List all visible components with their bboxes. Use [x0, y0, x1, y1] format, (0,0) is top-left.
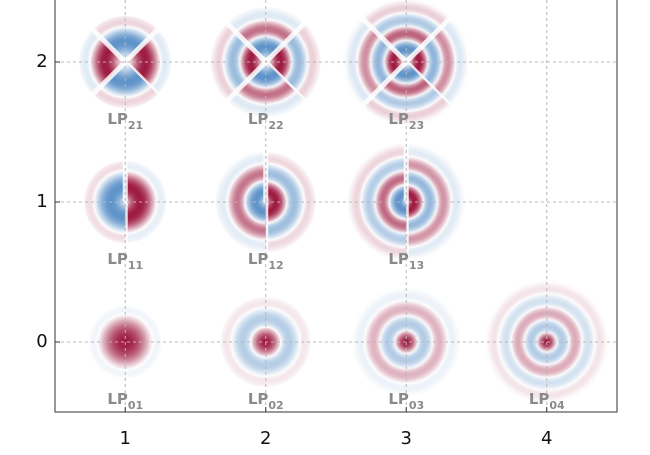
- x-tick-label: 4: [541, 428, 552, 449]
- mode-label: LP03: [388, 390, 424, 412]
- mode-lobe: [265, 23, 321, 101]
- mode-pattern: [210, 7, 321, 117]
- mode-label-sub: 01: [128, 399, 143, 412]
- mode-label: LP02: [248, 390, 284, 412]
- axis-frame: [54, 0, 618, 413]
- nodal-line: [90, 60, 128, 97]
- mode-label: LP12: [248, 250, 284, 272]
- nodal-line: [263, 21, 307, 64]
- mode-label-main: LP: [529, 390, 550, 408]
- x-tick-label: 3: [401, 428, 412, 449]
- mode-lobe: [79, 29, 126, 95]
- nodal-line: [404, 14, 454, 64]
- mode-label-main: LP: [388, 390, 409, 408]
- mode-lobe: [125, 29, 172, 95]
- x-tick-label: 2: [260, 428, 271, 449]
- nodal-line: [225, 21, 268, 64]
- y-tick-label: 1: [36, 191, 47, 212]
- mode-lobe: [210, 23, 266, 101]
- mode-label-main: LP: [107, 250, 128, 268]
- mode-label-sub: 04: [549, 399, 565, 412]
- mode-label-sub: 11: [128, 259, 143, 272]
- mode-label-sub: 03: [409, 399, 424, 412]
- mode-lobe: [226, 62, 305, 117]
- mode-label-main: LP: [248, 250, 269, 268]
- mode-label: LP01: [107, 390, 143, 412]
- mode-label-main: LP: [388, 110, 409, 128]
- y-tick-label: 0: [36, 331, 47, 352]
- mode-label-main: LP: [107, 390, 128, 408]
- mode-lobe: [406, 16, 471, 108]
- mode-label: LP13: [388, 250, 424, 272]
- mode-label-main: LP: [107, 110, 128, 128]
- nodal-line: [123, 27, 160, 64]
- mode-label: LP04: [529, 390, 565, 412]
- x-tick-label: 1: [120, 428, 131, 449]
- mode-label-sub: 12: [268, 259, 283, 272]
- mode-label-sub: 23: [409, 119, 424, 132]
- y-tick-label: 2: [36, 51, 47, 72]
- nodal-line: [90, 27, 128, 64]
- mode-label: LP23: [388, 110, 424, 132]
- mode-label: LP22: [248, 110, 284, 132]
- mode-lobe: [347, 143, 407, 261]
- mode-lobe: [226, 7, 305, 62]
- mode-lobe: [215, 152, 266, 252]
- mode-label-main: LP: [248, 110, 269, 128]
- mode-label: LP11: [107, 250, 143, 272]
- mode-label: LP21: [107, 110, 143, 132]
- nodal-line: [359, 60, 409, 110]
- nodal-line: [225, 60, 268, 103]
- grid: [54, 0, 618, 413]
- mode-label-sub: 22: [268, 119, 283, 132]
- mode-label-main: LP: [388, 250, 409, 268]
- mode-label-main: LP: [248, 390, 269, 408]
- mode-lobe: [360, 62, 452, 126]
- mode-label-sub: 02: [268, 399, 283, 412]
- mode-label-sub: 21: [128, 119, 143, 132]
- nodal-line: [359, 14, 409, 64]
- mode-label-sub: 13: [409, 259, 424, 272]
